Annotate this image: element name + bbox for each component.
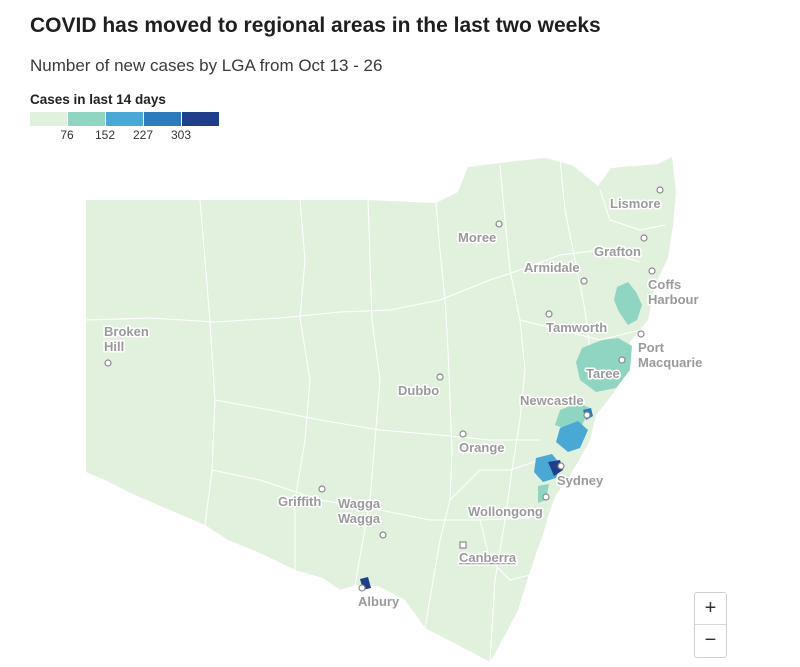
legend-color-scale [30,112,230,126]
city-port-macquarie[interactable]: Port Macquarie [637,330,704,372]
nsw-state-shape [86,157,676,662]
city-marker-moree [495,220,503,228]
city-label-moree: Moree [458,230,496,245]
lga-boundaries [85,159,666,663]
city-tamworth[interactable]: Tamworth [545,310,609,337]
city-marker-wagga-wagga [379,531,387,539]
legend-swatch-2 [68,112,105,126]
city-label-tamworth: Tamworth [546,320,607,335]
city-label-grafton: Grafton [594,244,641,259]
city-marker-wollongong [542,493,550,501]
hunter-lga [555,403,590,430]
map-subtitle: Number of new cases by LGA from Oct 13 -… [30,56,383,75]
city-albury[interactable]: Albury [357,584,401,611]
city-marker-newcastle [583,411,591,419]
city-label-newcastle: Newcastle [520,393,584,408]
city-marker-albury [358,584,366,592]
city-marker-broken-hill [104,359,112,367]
zoom-control: + − [694,592,727,658]
city-marker-port-macquarie [637,330,645,338]
legend: Cases in last 14 days 76 152 227 303 [30,92,230,144]
city-label-dubbo: Dubbo [398,383,439,398]
city-marker-taree [618,356,626,364]
city-marker-canberra [459,541,467,549]
city-canberra[interactable]: Canberra [458,541,518,567]
city-griffith[interactable]: Griffith [277,485,326,511]
city-marker-griffith [318,485,326,493]
legend-swatch-1 [30,112,67,126]
coffs-harbour-lga [614,282,642,325]
city-label-wagga-wagga: Wagga Wagga [338,496,381,526]
city-label-sydney: Sydney [557,473,604,488]
city-marker-armidale [580,277,588,285]
legend-tick-76: 76 [60,128,74,142]
central-coast-lga [556,421,588,452]
city-label-broken-hill: Broken Hill [104,324,149,354]
city-label-orange: Orange [459,440,505,455]
legend-title: Cases in last 14 days [30,92,166,107]
zoom-out-button[interactable]: − [695,624,726,656]
city-orange[interactable]: Orange [458,430,506,457]
city-marker-dubbo [436,373,444,381]
city-marker-coffs-harbour [648,267,656,275]
city-label-armidale: Armidale [524,260,580,275]
zoom-in-button[interactable]: + [704,597,717,619]
city-grafton[interactable]: Grafton [593,234,648,261]
city-newcastle[interactable]: Newcastle [519,392,591,419]
city-lismore[interactable]: Lismore [609,186,664,213]
city-marker-grafton [640,234,648,242]
city-label-lismore: Lismore [610,196,661,211]
legend-tick-227: 227 [132,128,154,142]
city-label-wollongong: Wollongong [468,504,543,519]
city-broken-hill[interactable]: Broken Hill [103,323,150,367]
city-label-griffith: Griffith [278,494,321,509]
city-marker-orange [459,430,467,438]
city-moree[interactable]: Moree [457,220,503,247]
city-wagga-wagga[interactable]: Wagga Wagga [337,495,387,539]
map-title: COVID has moved to regional areas in the… [30,14,601,37]
legend-swatch-3 [106,112,143,126]
city-label-albury: Albury [358,594,400,609]
legend-swatch-5 [182,112,219,126]
city-coffs-harbour[interactable]: Coffs Harbour [647,267,700,309]
city-armidale[interactable]: Armidale [523,259,588,285]
city-taree[interactable]: Taree [585,356,626,383]
legend-tick-303: 303 [170,128,192,142]
city-label-port-macquarie: Port Macquarie [638,340,702,370]
city-label-canberra: Canberra [459,550,517,565]
legend-swatch-4 [144,112,181,126]
city-sydney[interactable]: Sydney [556,462,606,490]
city-label-coffs-harbour: Coffs Harbour [648,277,699,307]
city-dubbo[interactable]: Dubbo [397,373,444,400]
city-label-taree: Taree [586,366,620,381]
city-marker-tamworth [545,310,553,318]
mid-coast-lga [576,338,632,392]
city-marker-lismore [656,186,664,194]
city-marker-sydney [557,462,565,470]
legend-tick-152: 152 [94,128,116,142]
legend-ticks: 76 152 227 303 [30,126,230,144]
city-wollongong[interactable]: Wollongong [467,493,550,521]
